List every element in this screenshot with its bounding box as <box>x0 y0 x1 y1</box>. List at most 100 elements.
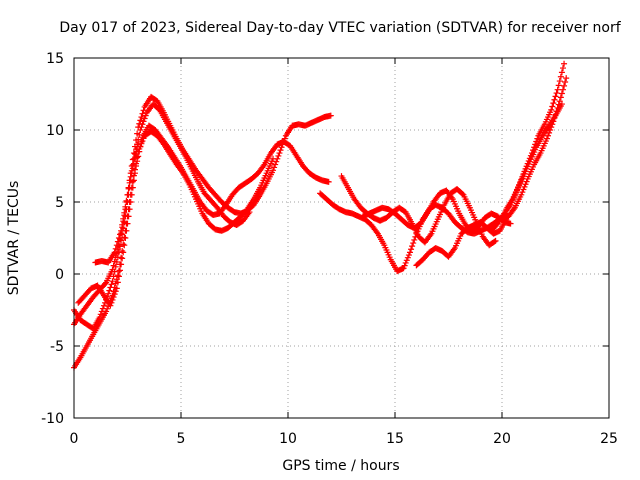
data-point <box>559 65 566 72</box>
data-point <box>520 171 527 178</box>
x-axis-label: GPS time / hours <box>282 458 399 474</box>
y-axis-label: SDTVAR / TECUs <box>6 181 22 296</box>
data-point <box>561 60 568 67</box>
data-point <box>100 302 107 309</box>
data-point <box>403 257 410 264</box>
data-point <box>127 177 134 184</box>
data-point <box>106 287 113 294</box>
data-point <box>131 155 138 162</box>
data-point <box>125 191 132 198</box>
data-points <box>71 60 570 371</box>
data-point <box>102 299 109 306</box>
data-point <box>553 90 560 97</box>
data-point <box>516 181 523 188</box>
data-point <box>112 245 119 252</box>
data-point <box>556 78 563 85</box>
data-point <box>271 164 278 171</box>
data-point <box>531 144 538 151</box>
data-point <box>111 268 118 275</box>
data-point <box>114 279 121 286</box>
data-point <box>114 238 121 245</box>
data-point <box>559 86 566 93</box>
data-point <box>107 302 114 309</box>
series-arc-11 <box>503 60 568 213</box>
data-point <box>274 155 281 162</box>
data-point <box>124 199 131 205</box>
x-tick-label: 20 <box>493 431 511 447</box>
data-point <box>108 299 115 306</box>
data-point <box>130 160 137 167</box>
data-point <box>117 243 124 250</box>
data-point <box>103 296 110 303</box>
data-point <box>117 267 124 274</box>
data-point <box>519 189 526 196</box>
data-point <box>520 186 527 193</box>
data-point <box>112 263 119 270</box>
data-point <box>547 127 554 133</box>
x-tick-label: 10 <box>279 431 297 447</box>
data-point <box>523 178 530 185</box>
y-tick-label: -5 <box>50 339 64 355</box>
data-point <box>110 273 117 280</box>
data-point <box>406 249 413 256</box>
data-point <box>110 294 117 301</box>
data-point <box>517 179 524 186</box>
data-point <box>549 121 556 128</box>
series-arc-1 <box>71 128 277 371</box>
data-point <box>107 284 114 291</box>
data-point <box>97 311 104 318</box>
data-point <box>521 183 528 190</box>
data-point <box>563 75 570 82</box>
data-point <box>119 255 126 262</box>
data-point <box>553 108 560 115</box>
data-point <box>402 259 409 266</box>
data-point <box>557 94 564 101</box>
data-point <box>113 285 120 292</box>
data-point <box>519 173 526 180</box>
data-point <box>119 231 126 238</box>
data-point <box>246 209 253 216</box>
data-point <box>136 131 143 138</box>
data-point <box>138 124 145 131</box>
data-point <box>523 163 530 170</box>
data-point <box>276 150 283 157</box>
data-point <box>551 96 558 103</box>
data-point <box>528 150 535 157</box>
data-point <box>548 124 555 131</box>
data-point <box>123 197 130 204</box>
data-point <box>491 238 498 245</box>
data-point <box>141 115 148 122</box>
data-point <box>408 246 415 253</box>
data-point <box>96 314 103 321</box>
data-point <box>524 160 531 167</box>
y-tick-label: 15 <box>46 51 64 67</box>
data-point <box>552 93 559 100</box>
data-point <box>122 235 129 241</box>
y-tick-label: 5 <box>55 195 64 211</box>
axis-ticks: 0 5 10 15 20 25 -10 -5 0 5 10 15 <box>41 51 618 447</box>
grid <box>74 58 609 418</box>
data-point <box>548 106 555 113</box>
data-point <box>129 165 136 172</box>
data-point <box>518 176 525 183</box>
data-point <box>522 181 529 188</box>
data-point <box>561 82 568 89</box>
data-point <box>518 191 525 198</box>
data-point <box>404 254 411 261</box>
data-point <box>534 135 541 142</box>
data-point <box>133 151 140 157</box>
y-tick-label: 0 <box>55 267 64 283</box>
data-point <box>124 220 131 227</box>
data-point <box>114 272 121 279</box>
data-point <box>120 225 127 232</box>
data-point <box>105 290 112 297</box>
data-point <box>122 213 129 220</box>
data-point <box>98 308 105 315</box>
series-arc-3 <box>75 122 332 309</box>
data-point <box>139 121 146 128</box>
data-point <box>125 185 132 192</box>
y-tick-label: 10 <box>46 123 64 139</box>
data-point <box>142 112 149 119</box>
data-point <box>272 161 279 168</box>
